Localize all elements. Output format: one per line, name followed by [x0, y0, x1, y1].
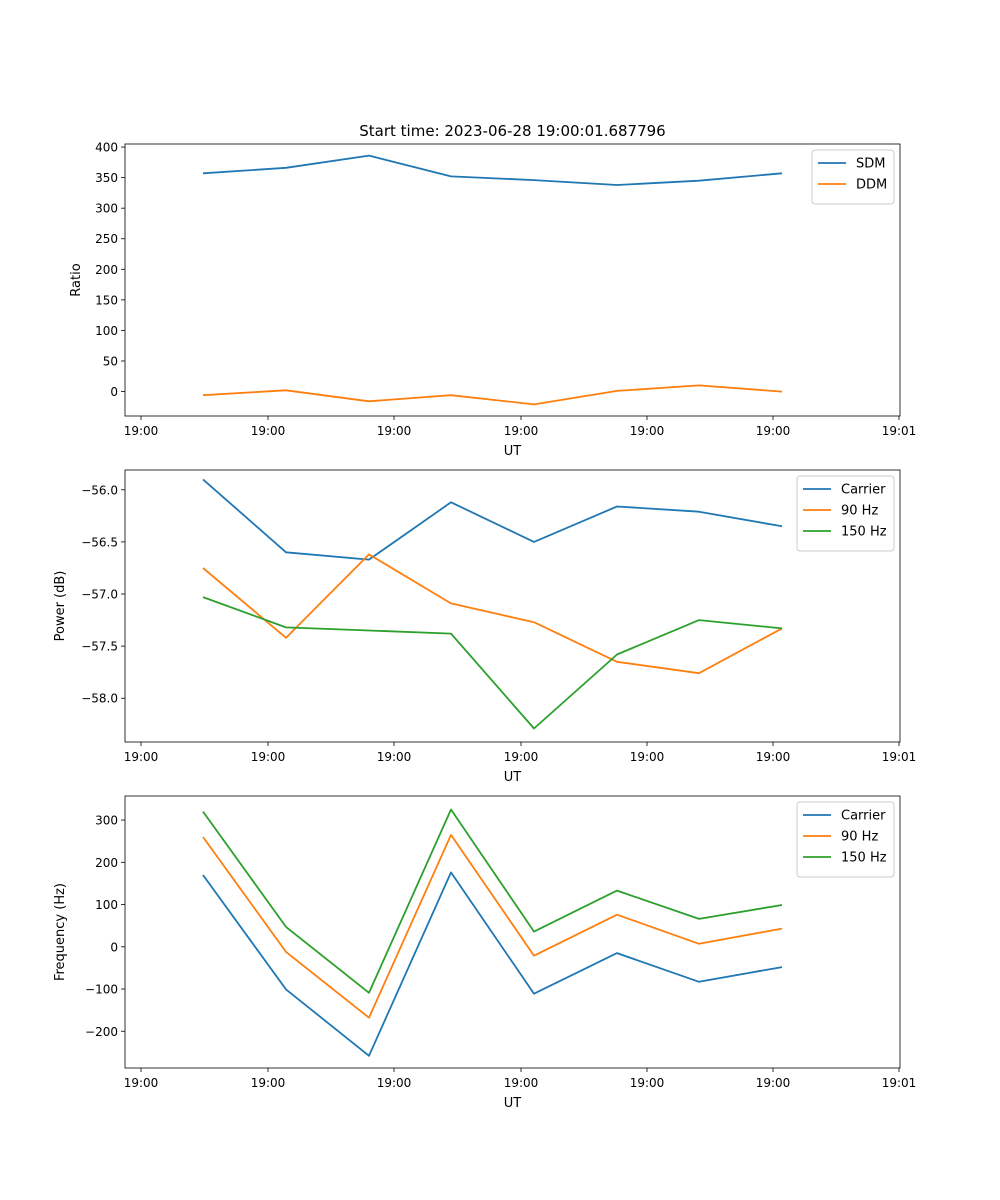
y-tick-label: 0 — [110, 385, 118, 399]
y-tick-label: 100 — [95, 898, 118, 912]
y-tick-label: −100 — [85, 983, 118, 997]
series-line-150-hz — [202, 808, 783, 994]
x-tick-label: 19:00 — [504, 1076, 539, 1090]
legend-label: Carrier — [841, 809, 886, 824]
x-tick-label: 19:00 — [756, 424, 791, 438]
x-tick-label: 19:00 — [124, 424, 159, 438]
legend-label: DDM — [856, 178, 887, 193]
y-tick-label: 250 — [95, 232, 118, 246]
x-tick-label: 19:00 — [124, 1076, 159, 1090]
subplot-1: 19:00 19:00 19:00 19:00 19:00 19:00 19:01 UT 0 50… — [69, 141, 916, 459]
y-tick-label: −56.0 — [81, 483, 118, 497]
x-tick-label: 19:00 — [504, 750, 539, 764]
subplot-2: 19:00 19:00 19:00 19:00 19:00 19:00 19:01 UT −58… — [53, 469, 917, 785]
legend-label: 150 Hz — [841, 851, 887, 866]
x-tick-label: 19:01 — [882, 750, 917, 764]
y-tick-label: −57.5 — [81, 640, 118, 654]
y-axis-label: Power (dB) — [53, 571, 68, 642]
legend-label: Carrier — [841, 483, 886, 498]
series-line-sdm — [202, 154, 783, 186]
y-tick-label: −200 — [85, 1025, 118, 1039]
axes-frame — [124, 143, 901, 417]
axes-frame — [124, 469, 901, 743]
y-tick-label: 200 — [95, 263, 118, 277]
legend-label: 150 Hz — [841, 525, 887, 540]
legend-frame — [796, 475, 895, 552]
y-tick-label: 350 — [95, 171, 118, 185]
series-line-150-hz — [202, 596, 783, 730]
subplot-3: 19:00 19:00 19:00 19:00 19:00 19:00 19:01 UT −20… — [53, 795, 917, 1111]
x-tick-label: 19:00 — [756, 750, 791, 764]
x-tick-label: 19:01 — [882, 1076, 917, 1090]
x-tick-label: 19:00 — [377, 1076, 412, 1090]
legend: Carrier 90 Hz 150 Hz — [796, 801, 895, 878]
x-tick-label: 19:00 — [124, 750, 159, 764]
y-tick-label: 400 — [95, 141, 118, 155]
y-tick-label: 100 — [95, 324, 118, 338]
legend-label: 90 Hz — [841, 830, 878, 845]
x-tick-label: 19:00 — [504, 424, 539, 438]
x-axis-label: UT — [504, 770, 522, 785]
plots-container: 19:00 19:00 19:00 19:00 19:00 19:00 19:01 UT 0 50… — [53, 141, 916, 1111]
y-tick-label: 150 — [95, 293, 118, 307]
y-tick-label: 200 — [95, 856, 118, 870]
x-tick-label: 19:00 — [756, 1076, 791, 1090]
y-tick-label: 300 — [95, 814, 118, 828]
series-line-90-hz — [202, 553, 783, 675]
y-tick-label: 300 — [95, 202, 118, 216]
legend-label: SDM — [856, 157, 885, 172]
legend: SDM DDM — [811, 149, 895, 205]
y-tick-label: 0 — [110, 940, 118, 954]
legend: Carrier 90 Hz 150 Hz — [796, 475, 895, 552]
y-axis-label: Ratio — [69, 263, 84, 296]
y-tick-label: 50 — [103, 354, 118, 368]
x-tick-label: 19:00 — [251, 1076, 286, 1090]
y-tick-label: −58.0 — [81, 692, 118, 706]
figure-title: Start time: 2023-06-28 19:00:01.687796 — [359, 122, 665, 140]
x-tick-label: 19:01 — [882, 424, 917, 438]
series-line-carrier — [202, 478, 783, 561]
x-tick-label: 19:00 — [251, 424, 286, 438]
y-axis-label: Frequency (Hz) — [53, 883, 68, 981]
series-line-ddm — [202, 384, 783, 406]
series-line-carrier — [202, 871, 783, 1057]
y-tick-label: −56.5 — [81, 535, 118, 549]
x-tick-label: 19:00 — [251, 750, 286, 764]
y-tick-label: −57.0 — [81, 588, 118, 602]
x-tick-label: 19:00 — [630, 424, 665, 438]
x-tick-label: 19:00 — [377, 424, 412, 438]
x-tick-label: 19:00 — [630, 750, 665, 764]
series-line-90-hz — [202, 834, 783, 1019]
legend-frame — [796, 801, 895, 878]
x-tick-label: 19:00 — [630, 1076, 665, 1090]
x-axis-label: UT — [504, 444, 522, 459]
x-axis-label: UT — [504, 1096, 522, 1111]
axes-frame — [124, 795, 901, 1069]
x-tick-label: 19:00 — [377, 750, 412, 764]
legend-label: 90 Hz — [841, 504, 878, 519]
